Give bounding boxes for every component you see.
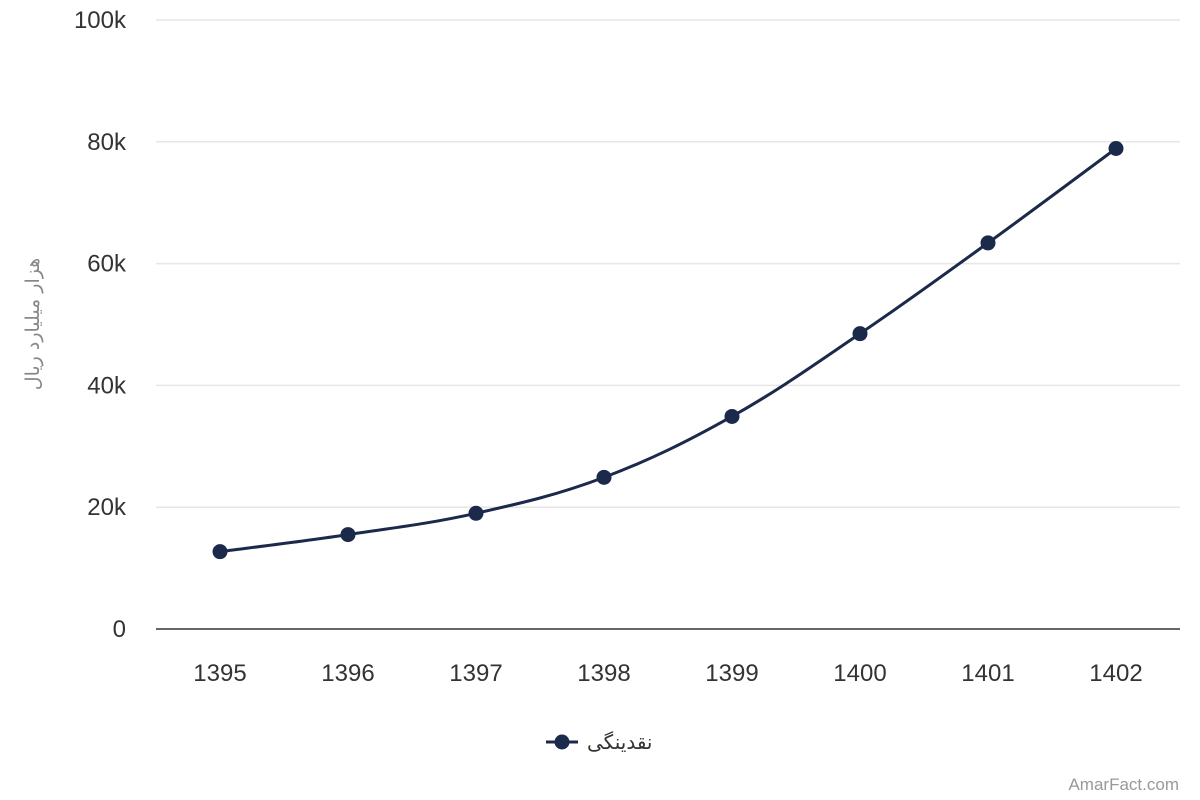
series-line (218, 146, 1118, 554)
x-tick-label: 1402 (1089, 660, 1142, 687)
data-point[interactable] (212, 544, 228, 560)
x-tick-label: 1396 (321, 660, 374, 687)
y-tick-label: 60k (87, 251, 127, 278)
data-point[interactable] (724, 408, 740, 424)
legend-point-marker (554, 734, 570, 750)
y-tick-label: 0 (113, 616, 126, 643)
legend-label: نقدینگی (587, 730, 653, 754)
x-tick-label: 1399 (705, 660, 758, 687)
data-point[interactable] (340, 527, 356, 543)
y-tick-label: 80k (87, 129, 127, 156)
y-axis-title: هزار میلیارد ریال (22, 258, 44, 390)
data-point[interactable] (980, 235, 996, 251)
x-tick-label: 1397 (449, 660, 502, 687)
x-tick-label: 1398 (577, 660, 630, 687)
y-axis-ticks: 0 20k 40k 60k 80k 100k (74, 7, 127, 643)
y-tick-label: 20k (87, 494, 127, 521)
legend[interactable]: نقدینگی (546, 730, 653, 754)
data-point[interactable] (596, 469, 612, 485)
credit-text[interactable]: AmarFact.com (1068, 775, 1179, 794)
x-tick-label: 1401 (961, 660, 1014, 687)
y-tick-label: 100k (74, 7, 127, 34)
data-point[interactable] (852, 326, 868, 342)
x-axis-ticks: 1395 1396 1397 1398 1399 1400 1401 1402 (193, 660, 1142, 687)
data-point[interactable] (468, 505, 484, 521)
series-points (212, 140, 1124, 560)
y-tick-label: 40k (87, 372, 127, 399)
x-tick-label: 1395 (193, 660, 246, 687)
x-tick-label: 1400 (833, 660, 886, 687)
data-point[interactable] (1108, 140, 1124, 156)
grid-lines (156, 19, 1180, 508)
